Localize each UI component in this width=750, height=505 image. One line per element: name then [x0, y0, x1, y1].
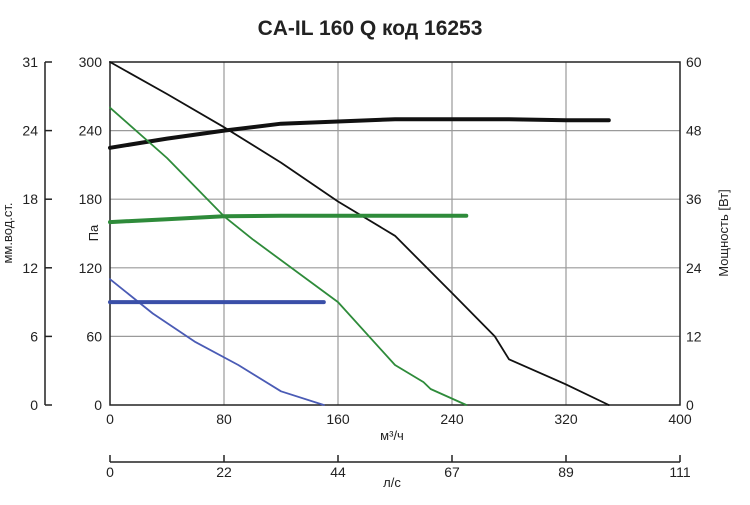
x-tick-label: 80 — [216, 411, 232, 427]
outer-left-tick-label: 18 — [22, 191, 38, 207]
x-axis-label: м³/ч — [380, 428, 404, 443]
right-tick-label: 60 — [686, 54, 702, 70]
power-curve — [108, 117, 611, 150]
power-curve — [108, 213, 469, 225]
x-tick-label: 240 — [440, 411, 464, 427]
outer-left-tick-label: 12 — [22, 260, 38, 276]
x2-tick-label: 111 — [669, 464, 690, 480]
grid-lines — [110, 62, 680, 405]
left-tick-label: 0 — [94, 397, 102, 413]
right-axis-ticks: 0 12 24 36 48 60 — [686, 54, 702, 413]
outer-left-axis-label: мм.вод.ст. — [0, 202, 15, 263]
left-tick-label: 240 — [79, 123, 103, 139]
x-tick-label: 160 — [326, 411, 350, 427]
pressure-curve — [109, 278, 325, 406]
x2-tick-label: 44 — [330, 464, 346, 480]
outer-left-tick-label: 31 — [22, 54, 38, 70]
right-tick-label: 0 — [686, 397, 694, 413]
right-tick-label: 36 — [686, 191, 702, 207]
plot-frame — [109, 61, 681, 406]
x2-axis-ticks: 0 22 44 67 89 111 — [106, 455, 691, 480]
pressure-curve — [109, 106, 468, 406]
outer-left-tick-label: 0 — [30, 397, 38, 413]
right-tick-label: 48 — [686, 123, 702, 139]
outer-left-tick-label: 24 — [22, 123, 38, 139]
series-layer — [108, 61, 611, 406]
x2-tick-label: 67 — [444, 464, 460, 480]
x-tick-label: 400 — [668, 411, 692, 427]
x-tick-label: 0 — [106, 411, 114, 427]
right-axis-label: Мощность [Вт] — [716, 189, 731, 277]
right-tick-label: 12 — [686, 328, 702, 344]
left-axis-label: Па — [86, 224, 101, 241]
chart-title: CA-IL 160 Q код 16253 — [258, 17, 483, 40]
x-axis-ticks: 0 80 160 240 320 400 — [106, 411, 692, 427]
left-tick-label: 120 — [79, 260, 103, 276]
x-tick-label: 320 — [554, 411, 578, 427]
pressure-curve — [109, 61, 610, 406]
outer-left-axis-ticks: 0 6 12 18 24 31 — [22, 54, 52, 413]
left-axis-ticks: 0 60 120 180 240 300 — [79, 54, 103, 413]
x2-axis-label: л/с — [383, 475, 401, 490]
x2-tick-label: 0 — [106, 464, 114, 480]
left-tick-label: 60 — [86, 328, 102, 344]
left-tick-label: 300 — [79, 54, 103, 70]
left-tick-label: 180 — [79, 191, 103, 207]
x2-tick-label: 22 — [216, 464, 232, 480]
right-tick-label: 24 — [686, 260, 702, 276]
x2-tick-label: 89 — [558, 464, 574, 480]
outer-left-tick-label: 6 — [30, 328, 38, 344]
